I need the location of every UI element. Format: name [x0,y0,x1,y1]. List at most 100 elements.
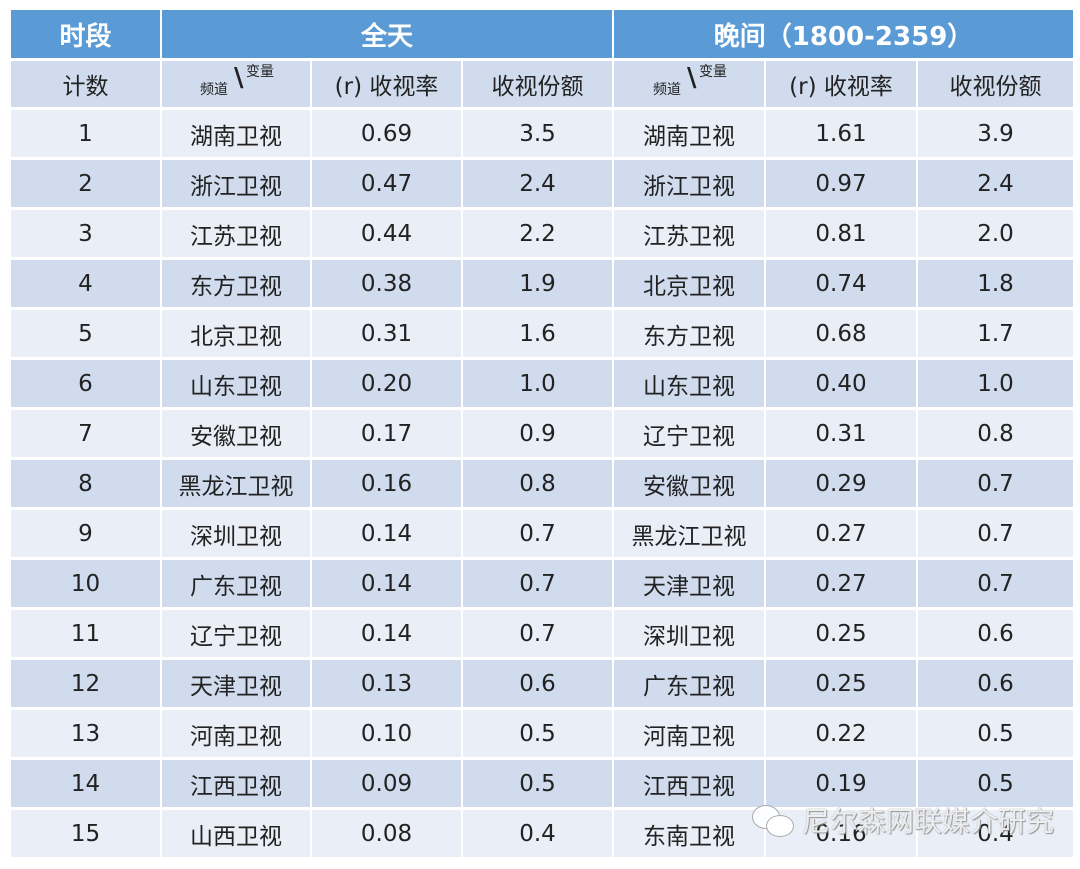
evening-share-cell: 1.7 [918,310,1074,360]
evening-channel-cell: 东南卫视 [614,810,767,860]
rank-cell: 1 [11,110,162,160]
evening-rating-cell: 0.68 [766,310,919,360]
table-row: 5 北京卫视 0.31 1.6 东方卫视 0.68 1.7 [11,310,1074,360]
allday-channel-cell: 江苏卫视 [162,210,312,260]
evening-rating-cell: 0.97 [766,160,919,210]
evening-channel-cell: 江西卫视 [614,760,767,810]
evening-share-cell: 0.6 [918,610,1074,660]
evening-share-cell: 0.7 [918,560,1074,610]
variable-axis-label: 变量 [699,64,728,80]
evening-share-cell: 0.7 [918,510,1074,560]
diagonal-header: 频道 \ 变量 [196,61,276,101]
evening-share-cell: 2.0 [918,210,1074,260]
evening-channel-cell: 辽宁卫视 [614,410,767,460]
allday-share-cell: 1.9 [463,260,615,310]
evening-channel-cell: 湖南卫视 [614,110,767,160]
count-header: 计数 [11,61,162,110]
allday-rating-cell: 0.69 [312,110,463,160]
diagonal-slash-icon: \ [687,63,697,93]
allday-share-cell: 0.6 [463,660,615,710]
allday-share-cell: 1.6 [463,310,615,360]
rank-cell: 5 [11,310,162,360]
allday-channel-cell: 北京卫视 [162,310,312,360]
evening-share-cell: 1.8 [918,260,1074,310]
allday-share-header: 收视份额 [463,61,615,110]
evening-rating-cell: 0.81 [766,210,919,260]
evening-channel-cell: 天津卫视 [614,560,767,610]
rank-cell: 2 [11,160,162,210]
allday-channel-cell: 河南卫视 [162,710,312,760]
evening-rating-cell: 0.40 [766,360,919,410]
allday-share-cell: 1.0 [463,360,615,410]
rank-cell: 11 [11,610,162,660]
allday-rating-cell: 0.14 [312,560,463,610]
allday-rating-cell: 0.10 [312,710,463,760]
allday-rating-cell: 0.17 [312,410,463,460]
table-row: 2 浙江卫视 0.47 2.4 浙江卫视 0.97 2.4 [11,160,1074,210]
evening-channel-cell: 深圳卫视 [614,610,767,660]
allday-share-cell: 0.4 [463,810,615,860]
allday-channel-cell: 广东卫视 [162,560,312,610]
table-row: 6 山东卫视 0.20 1.0 山东卫视 0.40 1.0 [11,360,1074,410]
allday-rating-cell: 0.14 [312,510,463,560]
evening-rating-cell: 0.27 [766,560,919,610]
allday-rating-cell: 0.38 [312,260,463,310]
allday-channel-cell: 黑龙江卫视 [162,460,312,510]
rank-cell: 10 [11,560,162,610]
allday-channel-cell: 山西卫视 [162,810,312,860]
evening-channel-cell: 北京卫视 [614,260,767,310]
evening-share-cell: 0.5 [918,760,1074,810]
table-body: 1 湖南卫视 0.69 3.5 湖南卫视 1.61 3.9 2 浙江卫视 0.47 2.4 浙江卫视 0… [11,110,1074,860]
evening-rating-cell: 0.74 [766,260,919,310]
allday-channel-cell: 山东卫视 [162,360,312,410]
allday-share-cell: 3.5 [463,110,615,160]
allday-channel-cell: 辽宁卫视 [162,610,312,660]
evening-share-cell: 0.8 [918,410,1074,460]
period-header: 时段 [11,10,162,61]
allday-rating-cell: 0.13 [312,660,463,710]
evening-channel-cell: 山东卫视 [614,360,767,410]
allday-share-cell: 0.5 [463,760,615,810]
evening-rating-cell: 0.29 [766,460,919,510]
table-row: 11 辽宁卫视 0.14 0.7 深圳卫视 0.25 0.6 [11,610,1074,660]
rank-cell: 4 [11,260,162,310]
allday-channel-cell: 东方卫视 [162,260,312,310]
table-row: 3 江苏卫视 0.44 2.2 江苏卫视 0.81 2.0 [11,210,1074,260]
rank-cell: 3 [11,210,162,260]
evening-channel-cell: 浙江卫视 [614,160,767,210]
allday-share-cell: 0.7 [463,510,615,560]
evening-share-cell: 0.6 [918,660,1074,710]
allday-share-cell: 0.8 [463,460,615,510]
allday-share-cell: 0.7 [463,560,615,610]
table-row: 9 深圳卫视 0.14 0.7 黑龙江卫视 0.27 0.7 [11,510,1074,560]
evening-rating-header: (r) 收视率 [766,61,919,110]
ratings-table: 时段 全天 晚间（1800-2359） 计数 频道 \ 变量 (r) 收视率 收… [11,10,1074,860]
allday-channel-cell: 浙江卫视 [162,160,312,210]
evening-channel-cell: 广东卫视 [614,660,767,710]
rank-cell: 7 [11,410,162,460]
allday-share-cell: 2.2 [463,210,615,260]
variable-axis-label: 变量 [246,64,274,80]
rank-cell: 13 [11,710,162,760]
table-row: 7 安徽卫视 0.17 0.9 辽宁卫视 0.31 0.8 [11,410,1074,460]
allday-channel-cell: 深圳卫视 [162,510,312,560]
allday-rating-cell: 0.44 [312,210,463,260]
evening-channel-cell: 东方卫视 [614,310,767,360]
rank-cell: 12 [11,660,162,710]
evening-channel-cell: 河南卫视 [614,710,767,760]
allday-channel-cell: 天津卫视 [162,660,312,710]
allday-share-cell: 0.7 [463,610,615,660]
table-row: 14 江西卫视 0.09 0.5 江西卫视 0.19 0.5 [11,760,1074,810]
evening-share-cell: 1.0 [918,360,1074,410]
table-row: 1 湖南卫视 0.69 3.5 湖南卫视 1.61 3.9 [11,110,1074,160]
group-header-row: 时段 全天 晚间（1800-2359） [11,10,1074,61]
rank-cell: 9 [11,510,162,560]
evening-rating-cell: 0.25 [766,610,919,660]
diagonal-header: 频道 \ 变量 [649,61,729,101]
evening-channel-cell: 江苏卫视 [614,210,767,260]
channel-axis-label: 频道 [200,82,228,98]
rank-cell: 15 [11,810,162,860]
allday-rating-cell: 0.47 [312,160,463,210]
table-row: 13 河南卫视 0.10 0.5 河南卫视 0.22 0.5 [11,710,1074,760]
allday-rating-cell: 0.08 [312,810,463,860]
